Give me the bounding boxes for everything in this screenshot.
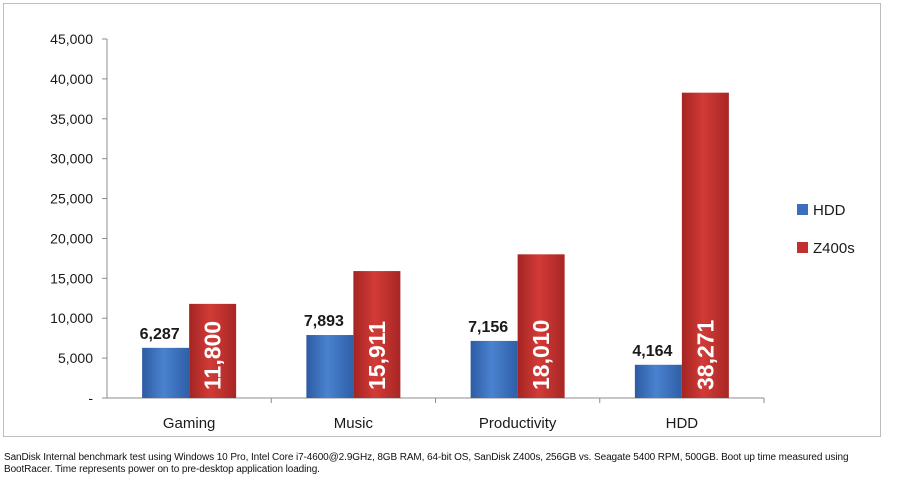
y-tick-label: 30,000 [50, 151, 93, 167]
legend-layer: HDD Z400s [797, 202, 855, 257]
data-label: 7,156 [468, 319, 508, 336]
labels-layer: 6,287 11,800 7,893 15,911 7,156 18,010 4,164 38… [140, 313, 719, 390]
chart-frame: - 5,000 10,000 15,000 20,000 25,000 30,000 35,0… [3, 3, 881, 437]
y-tick-label: - [88, 390, 93, 406]
y-tick-label: 25,000 [50, 191, 93, 207]
data-label: 38,271 [692, 319, 718, 390]
y-tick-label: 35,000 [50, 111, 93, 127]
bar-z400s-music [353, 271, 401, 398]
chart-footnote: SanDisk Internal benchmark test using Wi… [4, 452, 849, 475]
x-category-label: Gaming [163, 415, 216, 432]
data-label: 7,893 [304, 313, 344, 330]
x-category-label: Productivity [479, 415, 557, 432]
legend-swatch-z400s [797, 242, 808, 253]
x-category-label: HDD [666, 415, 699, 432]
y-tick-label: 45,000 [50, 31, 93, 47]
y-tick-label: 40,000 [50, 71, 93, 87]
bar-z400s-hdd [681, 92, 729, 398]
axes-layer: - 5,000 10,000 15,000 20,000 25,000 30,000 35,0… [50, 31, 765, 432]
legend-label-z400s: Z400s [813, 240, 855, 257]
bar-z400s-productivity [517, 254, 565, 398]
bar-chart: - 5,000 10,000 15,000 20,000 25,000 30,000 35,0… [50, 31, 855, 432]
y-tick-label: 5,000 [58, 350, 93, 366]
bar-z400s-gaming [189, 303, 237, 398]
data-label: 15,911 [364, 321, 390, 390]
data-label: 4,164 [632, 343, 672, 360]
y-tick-label: 10,000 [50, 310, 93, 326]
bars-layer [142, 92, 729, 398]
y-tick-label: 20,000 [50, 230, 93, 246]
x-category-label: Music [334, 415, 374, 432]
data-label: 6,287 [140, 326, 180, 343]
bar-hdd-hdd [634, 364, 682, 398]
y-tick-label: 15,000 [50, 270, 93, 286]
data-label: 11,800 [200, 321, 226, 390]
bar-hdd-productivity [470, 340, 518, 398]
bar-hdd-music [306, 335, 354, 398]
legend-label-hdd: HDD [813, 202, 846, 219]
bar-hdd-gaming [142, 347, 190, 398]
legend-swatch-hdd [797, 204, 808, 215]
data-label: 18,010 [528, 320, 554, 390]
